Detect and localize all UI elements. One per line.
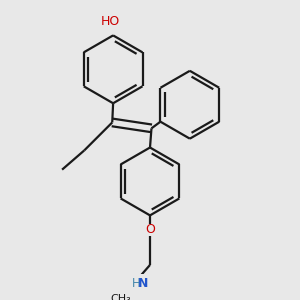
Text: N: N (137, 277, 148, 290)
Text: HO: HO (100, 15, 120, 28)
Text: O: O (145, 223, 155, 236)
Text: H: H (132, 277, 140, 290)
Text: CH₃: CH₃ (110, 294, 131, 300)
